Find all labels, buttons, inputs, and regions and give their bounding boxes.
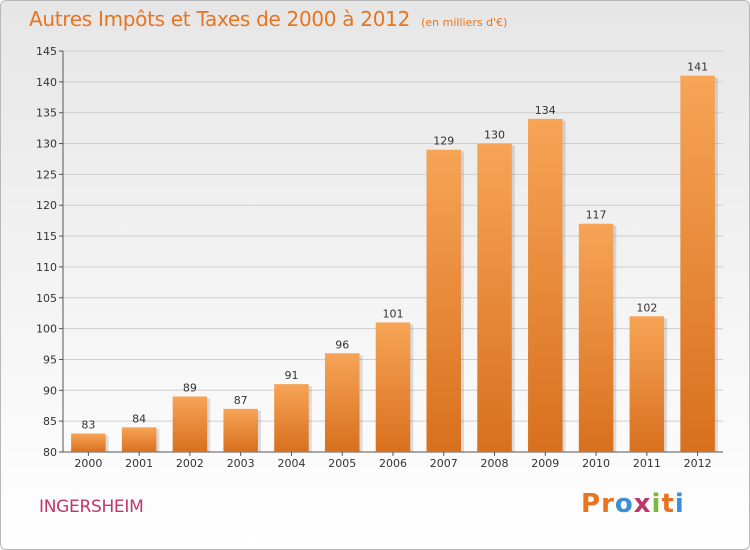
data-label: 83 bbox=[81, 418, 95, 431]
bar bbox=[477, 143, 512, 453]
y-tick-label: 90 bbox=[43, 384, 57, 397]
bar bbox=[375, 322, 411, 452]
logo-letter: t bbox=[661, 489, 675, 519]
logo-letter: P bbox=[581, 489, 602, 519]
bar bbox=[121, 427, 157, 452]
y-tick-label: 80 bbox=[43, 446, 57, 459]
x-tick-label: 2008 bbox=[481, 457, 509, 470]
logo-letter: x bbox=[633, 489, 652, 519]
data-label: 141 bbox=[687, 61, 708, 74]
y-tick-label: 125 bbox=[36, 168, 57, 181]
bar bbox=[274, 384, 309, 452]
y-tick-label: 105 bbox=[36, 292, 57, 305]
data-label: 91 bbox=[284, 369, 298, 382]
logo-letter: i bbox=[674, 489, 685, 519]
x-tick-label: 2003 bbox=[227, 457, 255, 470]
x-tick-label: 2004 bbox=[277, 457, 305, 470]
bar bbox=[426, 149, 462, 452]
x-tick-label: 2005 bbox=[328, 457, 356, 470]
y-tick-label: 130 bbox=[36, 138, 57, 151]
logo-letter: i bbox=[651, 489, 662, 519]
data-label: 129 bbox=[433, 135, 454, 148]
x-tick-label: 2002 bbox=[176, 457, 204, 470]
x-tick-label: 2011 bbox=[633, 457, 661, 470]
data-label: 96 bbox=[335, 338, 349, 351]
bar bbox=[629, 316, 665, 452]
data-label: 87 bbox=[234, 394, 248, 407]
data-label: 89 bbox=[183, 381, 197, 394]
y-tick-label: 115 bbox=[36, 230, 57, 243]
x-tick-label: 2000 bbox=[74, 457, 102, 470]
x-tick-label: 2012 bbox=[684, 457, 712, 470]
y-tick-label: 145 bbox=[36, 45, 57, 58]
y-tick-label: 100 bbox=[36, 323, 57, 336]
data-label: 101 bbox=[383, 307, 404, 320]
bar bbox=[223, 408, 258, 452]
x-tick-label: 2006 bbox=[379, 457, 407, 470]
bar bbox=[172, 396, 208, 452]
data-label: 102 bbox=[636, 301, 657, 314]
y-tick-label: 110 bbox=[36, 261, 57, 274]
y-tick-label: 95 bbox=[43, 353, 57, 366]
y-tick-label: 135 bbox=[36, 107, 57, 120]
x-tick-label: 2007 bbox=[430, 457, 458, 470]
x-tick-label: 2010 bbox=[582, 457, 610, 470]
data-label: 134 bbox=[535, 104, 556, 117]
y-tick-label: 140 bbox=[36, 76, 57, 89]
x-tick-label: 2009 bbox=[531, 457, 559, 470]
y-tick-label: 120 bbox=[36, 199, 57, 212]
bar bbox=[528, 118, 563, 452]
data-label: 130 bbox=[484, 129, 505, 142]
commune-name: INGERSHEIM bbox=[39, 497, 144, 517]
chart-subtitle: (en milliers d'€) bbox=[421, 16, 508, 29]
chart-title: Autres Impôts et Taxes de 2000 à 2012 bbox=[29, 7, 410, 31]
data-label: 117 bbox=[586, 209, 607, 222]
bar bbox=[680, 75, 715, 452]
bar bbox=[578, 223, 614, 452]
bar bbox=[324, 353, 360, 452]
data-label: 84 bbox=[132, 412, 146, 425]
proxiti-logo: Proxiti bbox=[581, 489, 685, 519]
bar bbox=[71, 433, 106, 452]
title-block: Autres Impôts et Taxes de 2000 à 2012 (e… bbox=[29, 7, 507, 31]
logo-letter: o bbox=[614, 489, 634, 519]
logo-letter: r bbox=[601, 489, 615, 519]
y-tick-label: 85 bbox=[43, 415, 57, 428]
x-tick-label: 2001 bbox=[125, 457, 153, 470]
